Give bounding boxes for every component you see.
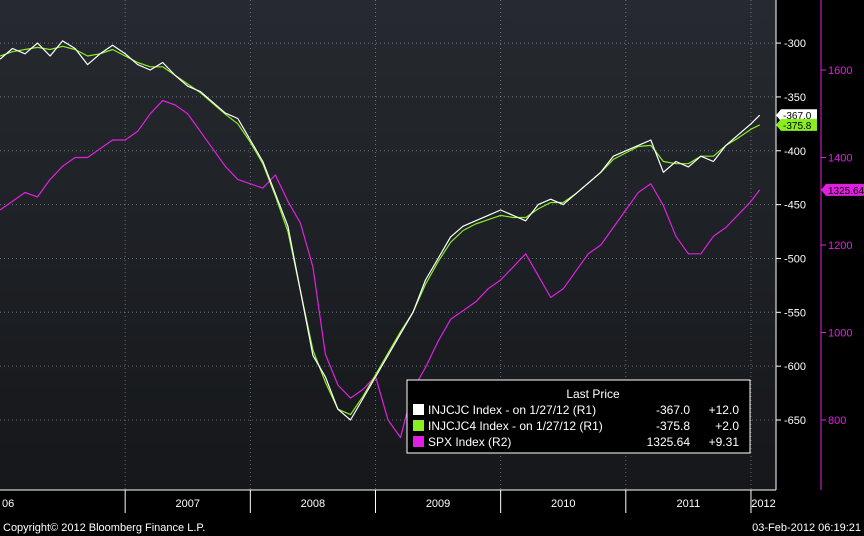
tick-label-r2: 1600 [828,65,852,77]
axes: -300 -350 -400 -450 -500 -550 -600 -650 1600 1400… [2,38,852,513]
tick-label-x: 06 [2,498,14,510]
legend-change: +12.0 [709,403,740,417]
tick-label-r2: 1200 [828,240,852,252]
legend-entry-1: INJCJC4 Index - on 1/27/12 (R1) -375.8 +2.… [413,419,739,433]
legend-swatch [413,420,424,431]
tick-label-r1: -350 [784,92,806,104]
tick-label-x: 2011 [677,498,701,510]
tick-label-x: 2012 [751,498,775,510]
series-line-injcjc [0,40,761,421]
legend-label: INJCJC4 Index - on 1/27/12 (R1) [428,419,603,433]
last-value-marker-1: -375.8 [776,118,817,132]
last-value-marker-0: -367.0 [776,109,817,122]
tick-label-r1: -400 [784,146,806,158]
tick-label-r1: -650 [784,415,806,427]
series-layer [0,40,761,439]
legend-title: Last Price [566,387,620,401]
legend-rows: INJCJC Index - on 1/27/12 (R1) -367.0 +12.… [413,403,739,449]
legend-swatch [413,404,424,415]
legend-change: +9.31 [709,435,740,449]
timestamp-text: 03-Feb-2012 06:19:21 [752,522,861,534]
legend-swatch [413,436,424,447]
legend-box [406,379,751,454]
legend-last-value: -375.8 [656,419,690,433]
legend-label: SPX Index (R2) [428,435,511,449]
copyright-text: Copyright© 2012 Bloomberg Finance L.P. [3,522,205,534]
marker-tag [776,109,817,122]
legend-change: +2.0 [715,419,739,433]
tick-label-r1: -550 [784,307,806,319]
tick-label-x: 2009 [426,498,450,510]
series-line-injcjc4 [0,45,760,416]
legend: Last Price INJCJC Index - on 1/27/12 (R1… [406,379,751,454]
marker-tag [821,183,864,196]
marker-tag [776,118,817,131]
tick-label-r2: 1000 [828,328,852,340]
legend-entry-0: INJCJC Index - on 1/27/12 (R1) -367.0 +12.… [413,403,739,417]
tick-label-r1: -600 [784,361,806,373]
tick-label-r1: -450 [784,200,806,212]
series-line-spx [0,99,761,439]
tick-label-r2: 1400 [828,153,852,165]
tick-label-r1: -500 [784,253,806,265]
legend-last-value: -367.0 [656,403,690,417]
tick-label-x: 2007 [175,498,199,510]
tick-label-r1: -300 [784,38,806,50]
tick-label-r2: 800 [828,415,846,427]
legend-entry-2: SPX Index (R2) 1325.64 +9.31 [413,435,739,449]
marker-label: 1325.64 [828,186,864,197]
last-value-marker-2: 1325.64 [821,183,864,197]
last-value-markers: -367.0-375.8 1325.64 [776,109,864,197]
legend-last-value: 1325.64 [647,435,691,449]
marker-label: -367.0 [783,111,812,122]
tick-label-x: 2008 [301,498,325,510]
legend-label: INJCJC Index - on 1/27/12 (R1) [428,403,596,417]
marker-label: -375.8 [783,121,812,132]
tick-label-x: 2010 [551,498,575,510]
